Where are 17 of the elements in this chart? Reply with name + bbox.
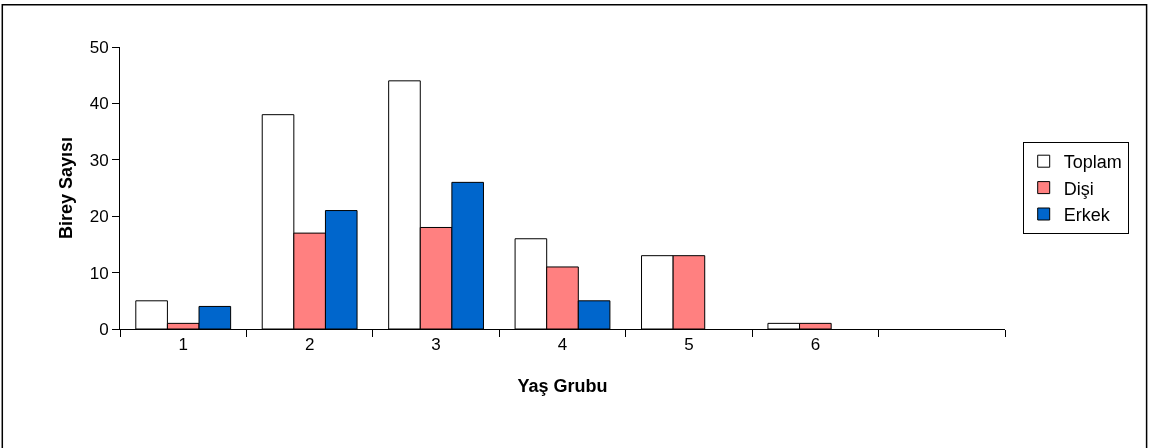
- x-tick-label: 1: [178, 335, 188, 355]
- y-tick-label: 20: [89, 207, 109, 227]
- legend-label: Dişi: [1063, 178, 1094, 199]
- y-tick-label: 50: [89, 37, 109, 57]
- x-tick-label: 5: [684, 335, 694, 355]
- y-tick-label: 30: [89, 150, 109, 170]
- y-tick-label: 0: [99, 319, 109, 339]
- x-tick-label: 2: [304, 335, 315, 355]
- x-tick-label: 4: [557, 335, 568, 355]
- legend-label: Toplam: [1063, 152, 1122, 173]
- x-axis-title: Yaş Grubu: [517, 375, 608, 396]
- y-tick-label: 10: [89, 263, 109, 283]
- y-tick-label: 40: [89, 94, 109, 114]
- x-tick-label: 3: [431, 335, 441, 355]
- legend-label: Erkek: [1063, 205, 1111, 226]
- x-tick-label: 6: [810, 335, 821, 355]
- y-axis-title: Birey Sayısı: [55, 136, 76, 240]
